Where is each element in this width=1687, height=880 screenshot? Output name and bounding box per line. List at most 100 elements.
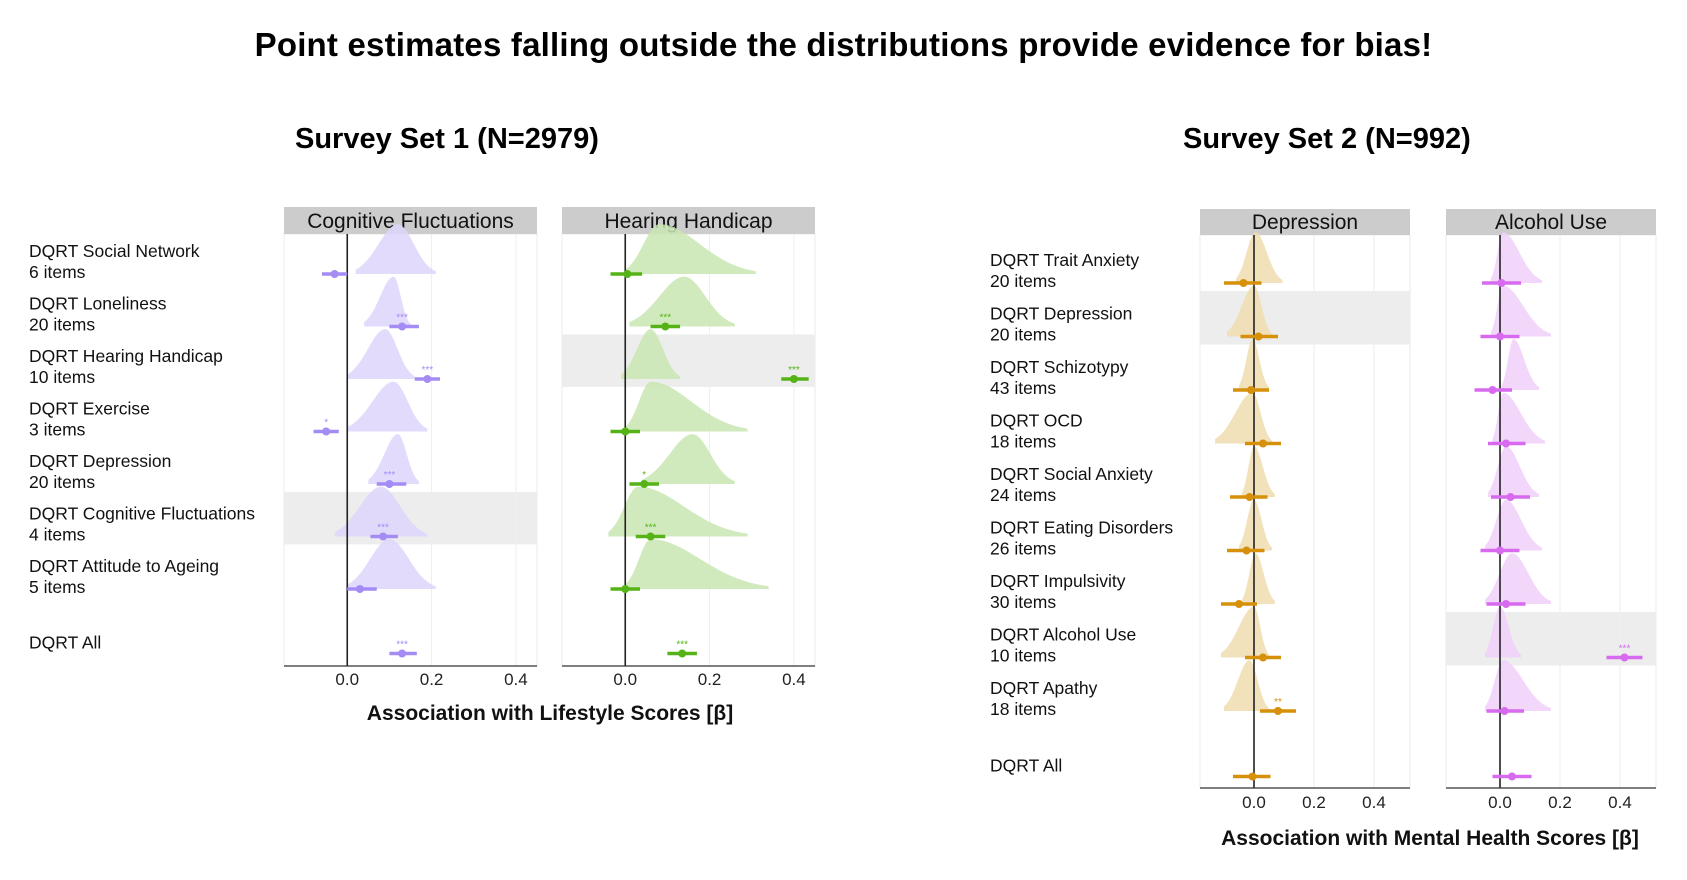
point-estimate [678,649,687,658]
x-tick-label: 0.0 [335,670,359,689]
density-ridge [1485,606,1521,658]
row-label-name: DQRT Eating Disorders [990,518,1173,538]
row-label-name: DQRT Trait Anxiety [990,250,1139,270]
density-ridge [608,486,748,537]
density-ridge [1242,553,1275,604]
density-ridge [347,329,415,379]
significance-marker: *** [384,470,396,481]
point-estimate [398,322,407,331]
density-ridge [1236,232,1283,283]
significance-marker: *** [422,365,434,376]
panel-background [1445,234,1657,789]
row-label-items: 20 items [990,271,1056,291]
point-estimate [1496,332,1504,341]
point-estimate [1497,279,1506,287]
point-estimate [355,585,364,593]
row-label-name: DQRT Social Network [29,241,200,261]
facet-strip-label: Cognitive Fluctuations [307,210,514,233]
point-estimate [1259,653,1267,662]
point-estimate [623,270,632,278]
x-tick-label: 0.0 [1242,793,1266,812]
significance-marker: * [642,470,646,481]
x-tick-label: 0.4 [1362,793,1386,812]
significance-marker: *** [788,365,800,376]
density-ridge [364,276,411,327]
point-estimate [423,375,432,383]
row-label-items: 43 items [990,378,1056,398]
row-label-items: 20 items [990,325,1056,345]
row-label-name: DQRT All [990,756,1062,776]
facet-strip-label: Alcohol Use [1495,211,1607,234]
x-tick-label: 0.2 [1302,793,1326,812]
row-label-name: DQRT Depression [990,304,1132,324]
significance-marker: * [324,418,328,429]
density-ridge [1492,392,1545,444]
point-estimate [1620,653,1629,662]
facet-strip [1446,209,1656,235]
point-estimate [1242,546,1251,555]
x-tick-label: 0.4 [782,670,806,689]
point-estimate [621,585,630,593]
row-label-items: 18 items [990,699,1056,719]
facet-strip [284,207,537,234]
density-ridge [334,486,428,537]
row-label-items: 26 items [990,539,1056,559]
density-ridge [642,434,735,484]
point-estimate [1496,546,1504,555]
row-label-items: 20 items [29,315,95,335]
point-estimate [1502,600,1510,608]
point-estimate [330,270,339,278]
facet-strip [1200,209,1410,235]
significance-marker: *** [377,523,389,534]
row-label-items: 4 items [29,525,86,545]
significance-marker: ** [1274,697,1282,708]
point-estimate [1248,772,1257,781]
point-estimate [379,532,388,541]
density-ridge [1242,446,1275,497]
row-label-items: 24 items [990,485,1056,505]
point-estimate [661,322,670,331]
point-estimate [1235,600,1243,608]
significance-marker: *** [396,640,408,651]
row-label-name: DQRT Hearing Handicap [29,346,223,366]
row-label-items: 3 items [29,420,86,440]
facet-strip [562,207,815,234]
panel-background [283,233,538,667]
density-ridge [625,224,756,274]
density-ridge [1215,392,1272,444]
density-ridge [347,539,436,589]
density-ridge [1221,606,1269,658]
facet-strip-label: Depression [1252,211,1358,234]
point-estimate [621,427,630,436]
x-tick-label: 0.2 [698,670,722,689]
point-estimate [1488,386,1497,394]
density-ridge [1485,660,1551,711]
x-tick-label: 0.4 [1608,793,1632,812]
row-label-name: DQRT Exercise [29,399,150,419]
row-label-name: DQRT Depression [29,451,171,471]
point-estimate [1245,493,1254,501]
x-axis-title: Association with Mental Health Scores [β… [1221,827,1639,850]
x-tick-label: 0.4 [504,670,528,689]
density-ridge [1239,499,1272,551]
survey-set-1-title: Survey Set 1 (N=2979) [295,123,599,155]
x-tick-label: 0.2 [420,670,444,689]
point-estimate [385,480,394,488]
facet-strip-label: Hearing Handicap [604,210,772,233]
density-ridge [1491,285,1551,337]
point-estimate [1239,279,1248,287]
density-ridge [1485,553,1551,604]
row-label-name: DQRT Impulsivity [990,571,1126,591]
point-estimate [1506,493,1515,501]
row-label-name: DQRT Attitude to Ageing [29,556,219,576]
density-ridge [625,381,748,432]
row-label-name: DQRT Loneliness [29,294,167,314]
point-estimate [1254,332,1263,341]
density-ridge [625,539,769,589]
point-estimate [1502,439,1510,448]
facet-panel-depression: Depression ** 0.0 0.2 0.4 [1199,209,1411,812]
point-estimate [1508,772,1516,781]
point-estimate [398,649,407,658]
